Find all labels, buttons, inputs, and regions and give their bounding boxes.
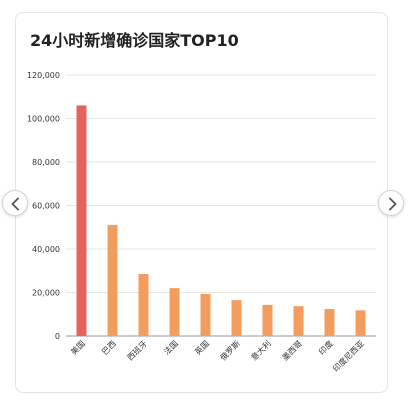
x-tick-label: 墨西哥 xyxy=(281,339,304,362)
x-tick-label: 印度尼西亚 xyxy=(331,338,366,373)
x-tick-label: 意大利 xyxy=(249,338,273,362)
prev-button[interactable] xyxy=(2,190,28,216)
x-tick-label: 英国 xyxy=(193,338,211,356)
bar xyxy=(76,105,87,336)
chart-title: 24小时新增确诊国家TOP10 xyxy=(30,31,239,50)
y-tick-label: 80,000 xyxy=(32,158,60,167)
bar xyxy=(324,309,335,336)
y-tick-label: 40,000 xyxy=(32,245,60,254)
y-tick-label: 120,000 xyxy=(27,71,60,80)
bar xyxy=(355,310,366,336)
y-tick-label: 60,000 xyxy=(32,202,60,211)
bar xyxy=(107,225,118,336)
chevron-right-icon xyxy=(389,197,397,211)
bar xyxy=(293,306,304,336)
x-tick-label: 法国 xyxy=(162,338,180,356)
x-tick-label: 巴西 xyxy=(100,339,118,357)
chevron-left-icon xyxy=(11,197,19,211)
y-tick-label: 0 xyxy=(55,332,60,341)
bar xyxy=(231,300,242,336)
y-tick-label: 100,000 xyxy=(27,115,60,124)
bar xyxy=(200,294,211,336)
bar xyxy=(138,274,149,336)
x-tick-label: 西班牙 xyxy=(125,338,149,362)
x-tick-label: 印度 xyxy=(317,338,335,356)
x-tick-label: 俄罗斯 xyxy=(218,338,242,362)
y-tick-label: 20,000 xyxy=(32,289,60,298)
x-tick-label: 美国 xyxy=(69,338,87,356)
bar xyxy=(169,288,180,336)
next-button[interactable] xyxy=(378,190,404,216)
bar xyxy=(262,304,273,336)
